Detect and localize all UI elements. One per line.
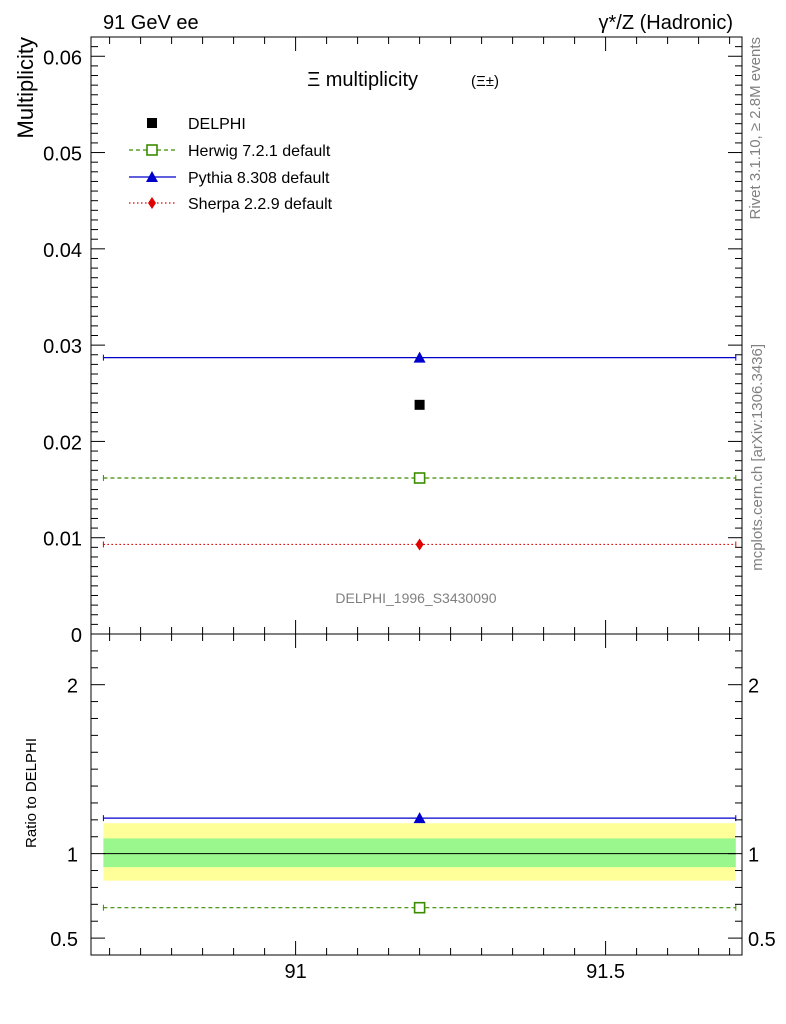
point-herwig: [413, 901, 426, 914]
header-left: 91 GeV ee: [103, 12, 199, 34]
ratio-series: [102, 812, 737, 914]
legend: DELPHI Herwig 7.2.1 default Pythia 8.308…: [129, 116, 333, 213]
legend-marker-herwig: [146, 144, 158, 156]
mcplots-label: mcplots.cern.ch [arXiv:1306.3436]: [749, 344, 766, 571]
main-y-tick-labels: 0 0.01 0.02 0.03 0.04 0.05 0.06: [43, 47, 82, 647]
legend-label-pythia: Pythia 8.308 default: [188, 170, 330, 187]
point-pythia: [413, 812, 426, 824]
main-panel: 0 0.01 0.02 0.03 0.04 0.05 0.06 Ξ multiplicity…: [13, 36, 743, 647]
ratio-y-tick-label-right: 2: [748, 676, 759, 698]
header-right: γ*/Z (Hadronic): [599, 12, 733, 34]
main-y-tick-label: 0.01: [43, 529, 82, 551]
legend-marker-sherpa: [148, 197, 156, 209]
legend-label-delphi: DELPHI: [188, 116, 246, 133]
main-y-tick-label: 0.04: [43, 240, 82, 262]
chart-title-suffix: (Ξ±): [471, 73, 499, 90]
ratio-y-tick-label: 1: [67, 845, 78, 867]
ratio-y-tick-label: 2: [67, 676, 78, 698]
legend-marker-delphi: [147, 118, 157, 128]
main-y-tick-label: 0.02: [43, 432, 82, 454]
point-delphi: [414, 399, 425, 410]
rivet-label: Rivet 3.1.10, ≥ 2.8M events: [747, 37, 764, 220]
main-y-tick-label: 0.03: [43, 336, 82, 358]
main-ticks: [91, 36, 742, 635]
main-y-tick-label: 0.06: [43, 47, 82, 69]
legend-entry-pythia: Pythia 8.308 default: [129, 170, 330, 187]
main-y-tick-label: 0: [71, 625, 82, 647]
point-herwig: [413, 472, 426, 484]
legend-label-sherpa: Sherpa 2.2.9 default: [188, 196, 333, 213]
x-tick-labels: 91 91.5: [284, 961, 625, 983]
ratio-y-tick-labels: 0.5 0.5 1 1 2 2: [50, 676, 776, 951]
legend-entry-herwig: Herwig 7.2.1 default: [129, 143, 331, 160]
analysis-watermark: DELPHI_1996_S3430090: [335, 590, 496, 606]
ratio-y-tick-label: 0.5: [50, 929, 78, 951]
point-pythia: [413, 351, 426, 363]
x-tick-label: 91: [284, 961, 306, 983]
ratio-frame: [90, 633, 743, 956]
main-y-axis-label: Multiplicity: [13, 37, 38, 138]
legend-entry-sherpa: Sherpa 2.2.9 default: [129, 196, 333, 213]
legend-marker-pythia: [146, 171, 158, 182]
ratio-y-axis-label: Ratio to DELPHI: [23, 738, 40, 848]
ratio-y-tick-label-right: 1: [748, 845, 759, 867]
legend-label-herwig: Herwig 7.2.1 default: [188, 143, 331, 160]
ratio-panel: 0.5 0.5 1 1 2 2 91 91.5 Ratio to DELPHI: [23, 633, 776, 983]
ratio-ticks: [91, 634, 742, 955]
x-tick-label: 91.5: [586, 961, 625, 983]
ratio-uncertainty-band: [103, 838, 736, 868]
main-y-tick-label: 0.05: [43, 144, 82, 166]
ratio-y-tick-label-right: 0.5: [748, 929, 776, 951]
legend-entry-delphi: DELPHI: [147, 116, 246, 133]
main-series: [102, 351, 737, 551]
ratio-bands: [103, 823, 736, 881]
chart-title: Ξ multiplicity: [307, 69, 418, 91]
point-sherpa: [415, 538, 424, 551]
